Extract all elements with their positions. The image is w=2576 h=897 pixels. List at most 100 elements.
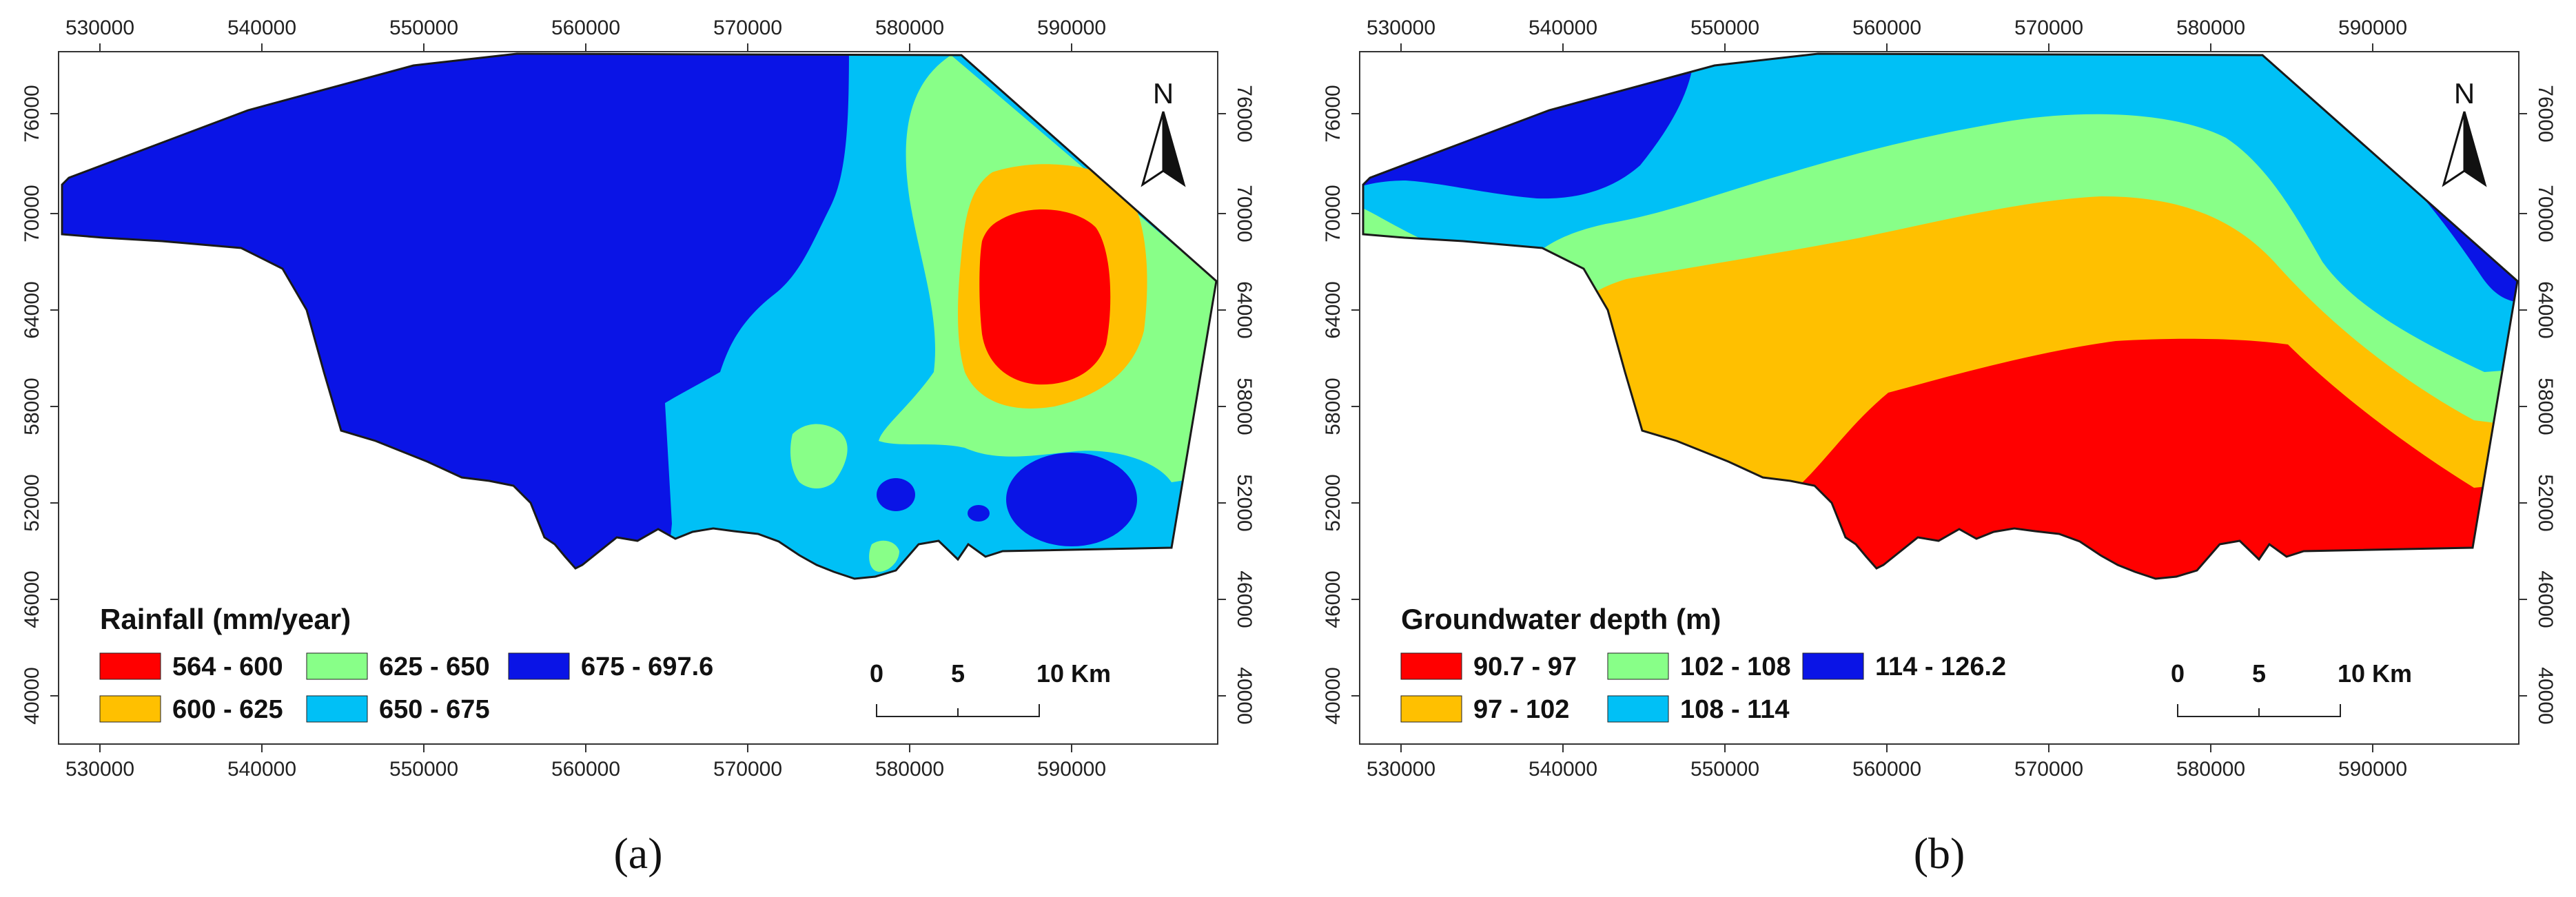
y-tick-label: 76000 xyxy=(2534,85,2557,142)
y-tick-label: 46000 xyxy=(2534,570,2557,628)
rainfall-zones xyxy=(62,54,1216,579)
north-arrow-icon xyxy=(1141,111,1165,187)
zone-675-697-patch xyxy=(1006,453,1137,546)
y-tick-label: 70000 xyxy=(1233,185,1256,242)
y-tick-label: 40000 xyxy=(1322,667,1345,724)
y-tick-label: 52000 xyxy=(21,474,43,531)
legend-item: 650 - 675 xyxy=(306,695,490,724)
y-tick-label: 58000 xyxy=(2534,378,2557,435)
scale-label: 10 Km xyxy=(2338,659,2412,688)
y-tick-label: 58000 xyxy=(1233,378,1256,435)
legend-item: 108 - 114 xyxy=(1607,695,1789,724)
x-tick-label: 570000 xyxy=(713,17,782,39)
y-tick-label: 46000 xyxy=(1233,570,1256,628)
x-tick-label: 580000 xyxy=(875,17,944,39)
y-tick-label: 52000 xyxy=(1233,474,1256,531)
zone-675-697-patch xyxy=(968,505,990,522)
x-tick-label: 530000 xyxy=(65,758,134,781)
x-tick-label: 590000 xyxy=(1037,17,1106,39)
y-tick-label: 76000 xyxy=(21,85,43,142)
y-tick-label: 40000 xyxy=(1233,667,1256,724)
y-tick-label: 70000 xyxy=(2534,185,2557,242)
legend-label: 97 - 102 xyxy=(1473,695,1569,724)
x-tick-label: 550000 xyxy=(1690,758,1759,781)
x-axis-top: 530000 540000 550000 560000 570000 58000… xyxy=(1367,17,2407,52)
north-arrow-icon xyxy=(2442,111,2466,187)
legend-item: 625 - 650 xyxy=(306,652,490,681)
legend-label: 114 - 126.2 xyxy=(1875,652,2006,681)
x-tick-label: 580000 xyxy=(2176,758,2245,781)
map-frame xyxy=(58,51,1218,745)
y-tick-label: 46000 xyxy=(21,570,43,628)
x-axis-bottom: 530000 540000 550000 560000 570000 58000… xyxy=(65,744,1106,781)
y-axis-left: 76000 70000 64000 58000 52000 46000 4000… xyxy=(21,85,59,725)
panel-b: 530000 540000 550000 560000 570000 58000… xyxy=(1322,17,2557,878)
map-frame xyxy=(1359,51,2519,745)
x-tick-label: 560000 xyxy=(1852,758,1921,781)
zone-564-600 xyxy=(979,209,1111,385)
x-tick-label: 550000 xyxy=(389,758,458,781)
y-tick-label: 58000 xyxy=(21,378,43,435)
legend-item: 675 - 697.6 xyxy=(508,652,713,681)
legend-title: Rainfall (mm/year) xyxy=(100,603,351,635)
panel-label: (a) xyxy=(613,829,662,878)
x-tick-label: 570000 xyxy=(2014,17,2083,39)
x-tick-label: 590000 xyxy=(2338,17,2407,39)
y-tick-label: 46000 xyxy=(1322,570,1345,628)
legend-label: 600 - 625 xyxy=(172,695,283,724)
y-tick-label: 52000 xyxy=(2534,474,2557,531)
y-tick-label: 64000 xyxy=(2534,281,2557,338)
y-tick-label: 70000 xyxy=(1322,185,1345,242)
y-tick-label: 52000 xyxy=(1322,474,1345,531)
zone-625-650-patch xyxy=(790,424,848,488)
x-tick-label: 530000 xyxy=(65,17,134,39)
legend-label: 108 - 114 xyxy=(1680,695,1789,724)
north-arrow-icon xyxy=(1162,111,1186,187)
x-tick-label: 590000 xyxy=(1037,758,1106,781)
zone-625-650-patch xyxy=(869,540,899,572)
y-tick-label: 76000 xyxy=(1322,85,1345,142)
north-arrow-icon xyxy=(2463,111,2487,187)
x-tick-label: 590000 xyxy=(2338,758,2407,781)
scale-label: 10 Km xyxy=(1036,659,1111,688)
groundwater-zones xyxy=(1363,54,2517,579)
x-tick-label: 580000 xyxy=(875,758,944,781)
legend-label: 102 - 108 xyxy=(1680,652,1791,681)
x-tick-label: 540000 xyxy=(1529,17,1597,39)
legend-item: 600 - 625 xyxy=(99,695,283,724)
x-tick-label: 540000 xyxy=(1529,758,1597,781)
y-axis-left: 76000 70000 64000 58000 52000 46000 4000… xyxy=(1322,85,1360,725)
north-label: N xyxy=(1153,77,1174,110)
legend-item: 102 - 108 xyxy=(1607,652,1791,681)
study-area-outline xyxy=(61,52,1218,580)
legend-item: 114 - 126.2 xyxy=(1802,652,2006,681)
legend-item: 97 - 102 xyxy=(1400,695,1569,724)
legend-label: 650 - 675 xyxy=(379,695,490,724)
legend-label: 625 - 650 xyxy=(379,652,490,681)
legend-label: 90.7 - 97 xyxy=(1473,652,1577,681)
scale-label: 5 xyxy=(951,659,965,688)
y-tick-label: 70000 xyxy=(21,185,43,242)
x-tick-label: 560000 xyxy=(551,758,620,781)
north-label: N xyxy=(2454,77,2475,110)
x-tick-label: 580000 xyxy=(2176,17,2245,39)
legend: Rainfall (mm/year) 564 - 600 600 - 625 6… xyxy=(99,603,713,724)
legend-item: 564 - 600 xyxy=(99,652,283,681)
y-tick-label: 40000 xyxy=(21,667,43,724)
legend-item: 90.7 - 97 xyxy=(1400,652,1577,681)
legend-label: 675 - 697.6 xyxy=(581,652,713,681)
y-tick-label: 64000 xyxy=(1233,281,1256,338)
panel-a: 530000 540000 550000 560000 570000 58000… xyxy=(21,17,1256,878)
x-tick-label: 570000 xyxy=(713,758,782,781)
scale-bar: 0 5 10 Km xyxy=(870,659,1111,717)
y-axis-right: 76000 70000 64000 58000 52000 46000 4000… xyxy=(1218,85,1256,725)
zone-675-697-patch xyxy=(877,478,915,511)
x-axis-top: 530000 540000 550000 560000 570000 58000… xyxy=(65,17,1106,52)
study-area-outline xyxy=(1362,52,2519,580)
x-axis-bottom: 530000 540000 550000 560000 570000 58000… xyxy=(1367,744,2407,781)
scale-label: 5 xyxy=(2252,659,2266,688)
scale-label: 0 xyxy=(870,659,883,688)
y-tick-label: 76000 xyxy=(1233,85,1256,142)
